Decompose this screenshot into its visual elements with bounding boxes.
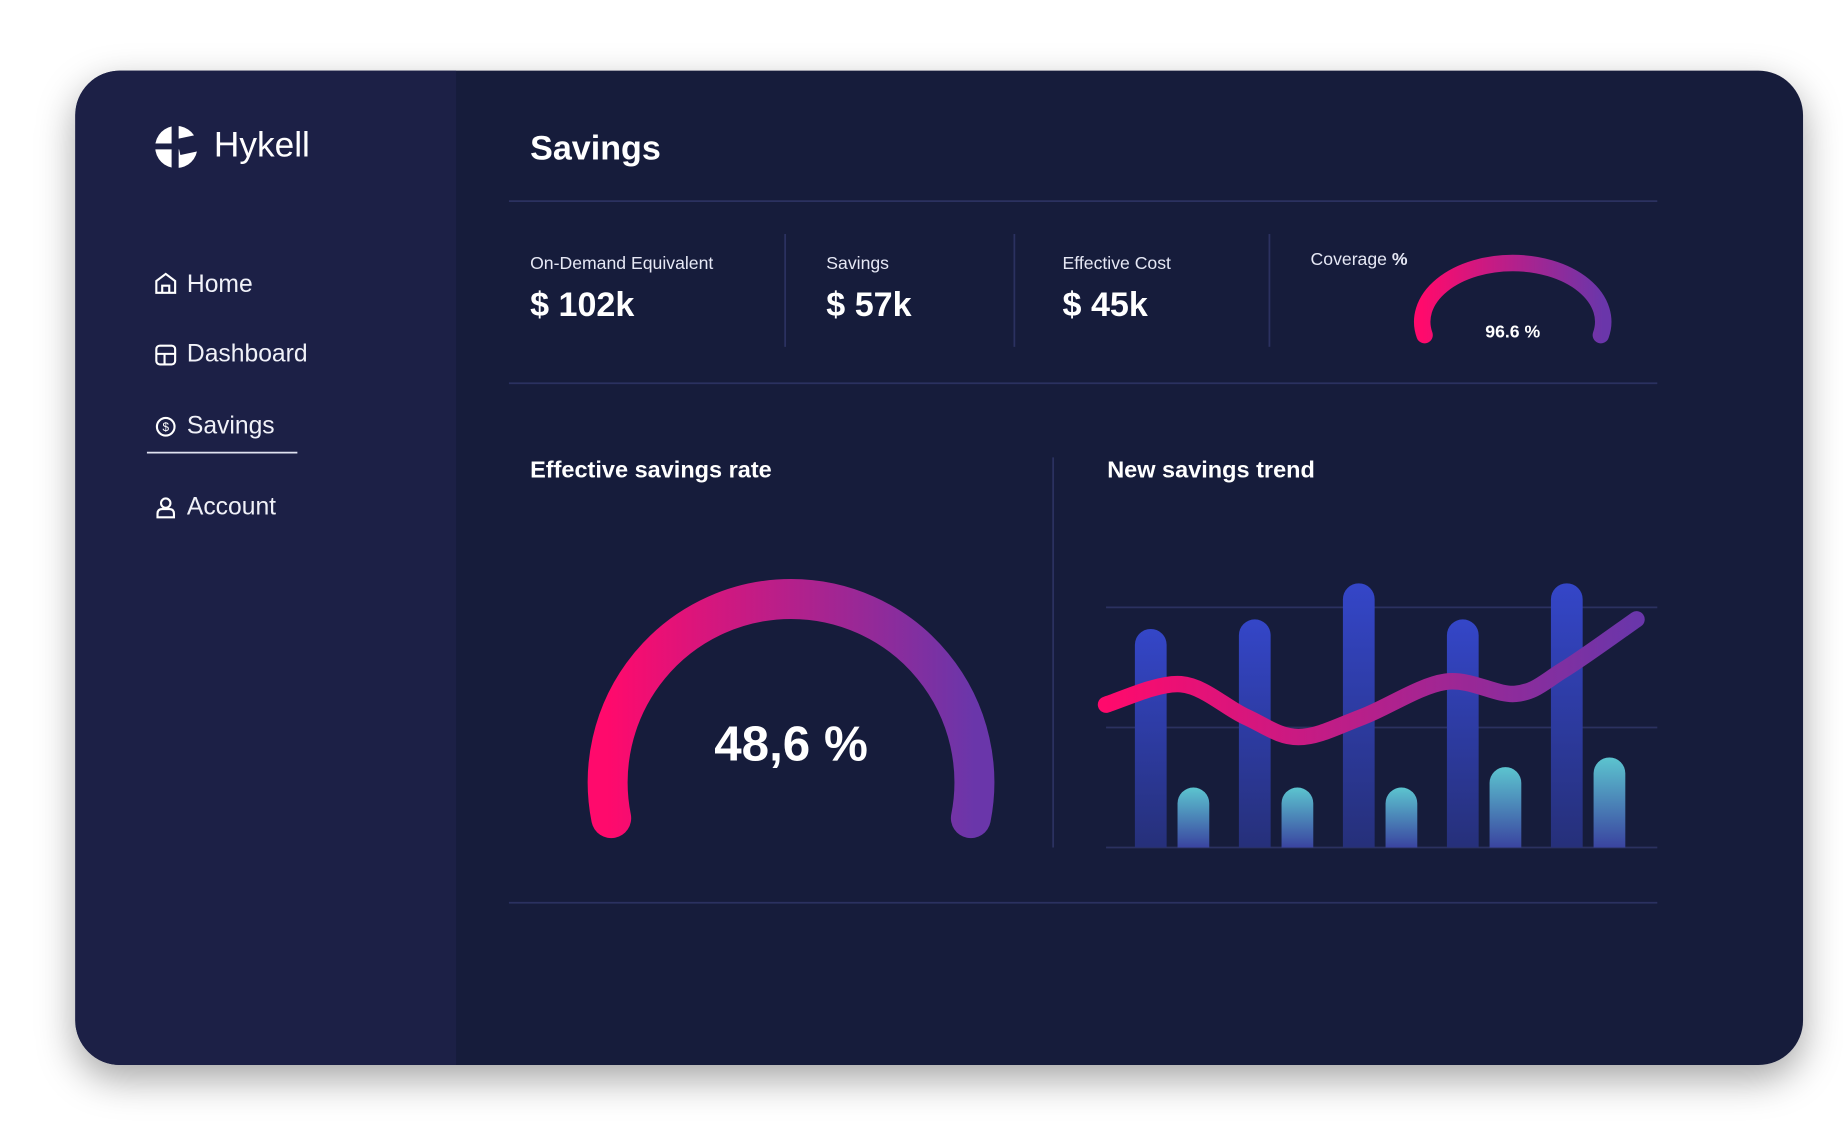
stat-label: Savings [826, 253, 889, 273]
rate-value: 48,6 % [714, 717, 868, 772]
svg-text:$: $ [162, 421, 169, 434]
dashboard-icon [155, 344, 177, 366]
bar [1385, 787, 1418, 848]
bar [1134, 628, 1167, 848]
bar [1177, 787, 1210, 848]
stat-value: $ 57k [826, 286, 911, 324]
bar [1238, 619, 1271, 848]
chart-title: New savings trend [1107, 457, 1315, 483]
stat-label: On-Demand Equivalent [530, 253, 713, 273]
panel-title: Effective savings rate [530, 457, 772, 483]
coverage-gauge [1414, 254, 1612, 344]
stat-value: $ 45k [1063, 286, 1148, 324]
account-icon [156, 497, 176, 519]
coverage-value: 96.6 % [1485, 321, 1540, 341]
bar [1550, 583, 1583, 848]
stat-label: Effective Cost [1063, 253, 1172, 273]
brand: Hykell [214, 125, 310, 164]
bar [1281, 787, 1314, 848]
bar [1593, 757, 1626, 848]
nav-item[interactable]: Dashboard [187, 341, 308, 368]
home-icon [155, 272, 177, 294]
bar [1446, 619, 1479, 848]
coverage-label: Coverage % [1311, 249, 1408, 269]
nav-item[interactable]: Savings [187, 412, 275, 439]
sidebar [75, 70, 457, 1065]
nav-item[interactable]: Home [187, 271, 253, 298]
nav-item[interactable]: Account [187, 493, 276, 520]
trend-line [1097, 611, 1645, 746]
logo [152, 123, 204, 171]
stat-value: $ 102k [530, 286, 634, 324]
rate-gauge [587, 579, 995, 839]
bar [1489, 767, 1522, 848]
savings-icon: $ [155, 416, 176, 437]
coverage-unit: % [1392, 249, 1408, 269]
page-title: Savings [530, 130, 661, 168]
coverage-label-text: Coverage [1311, 249, 1388, 269]
